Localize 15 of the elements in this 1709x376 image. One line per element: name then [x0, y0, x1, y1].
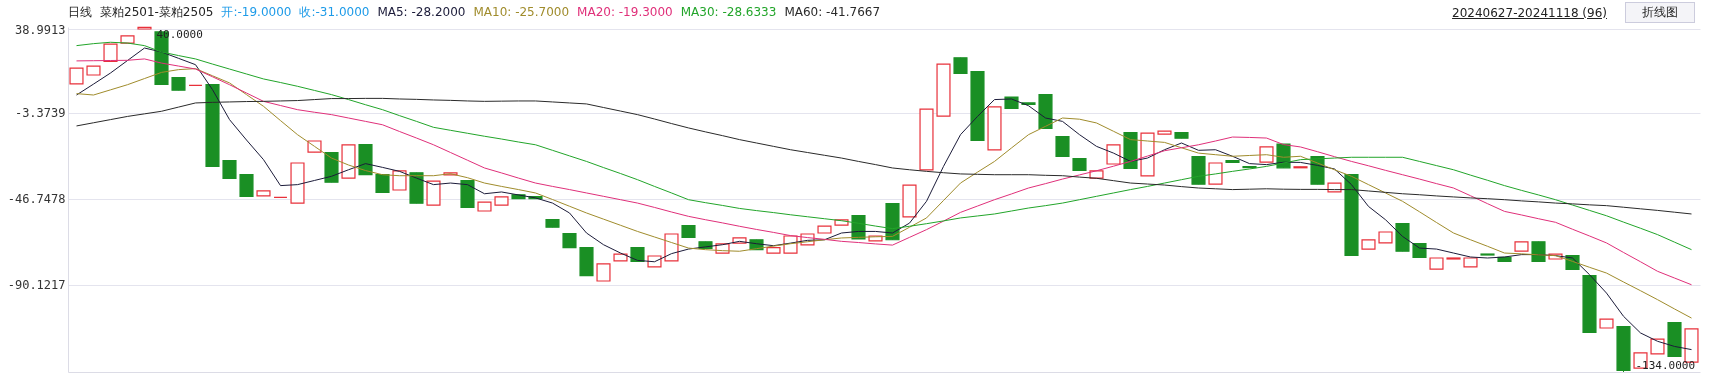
- y-tick-label: -3.3739: [14, 106, 66, 121]
- text: MA20: -19.3000: [577, 5, 673, 19]
- view-toggle-button: 折线图: [1625, 2, 1695, 23]
- y-tick-label: -46.7478: [7, 192, 66, 207]
- text: MA30: -28.6333: [680, 5, 777, 19]
- y-tick-label: 38.9913: [14, 22, 66, 37]
- text: 收:-31.0000: [299, 3, 370, 21]
- y-tick-label: -90.1217: [7, 278, 66, 293]
- chart-subtitle: 菜粕2501-菜粕2505: [100, 3, 214, 21]
- text: MA10: -25.7000: [473, 5, 570, 19]
- text: 开:-19.0000: [221, 3, 292, 21]
- text: 20240627-20241118 (96): [1452, 5, 1607, 20]
- chart-title: 日线: [68, 3, 92, 21]
- text: MA60: -41.7667: [784, 5, 881, 19]
- text: MA5: -28.2000: [377, 5, 466, 19]
